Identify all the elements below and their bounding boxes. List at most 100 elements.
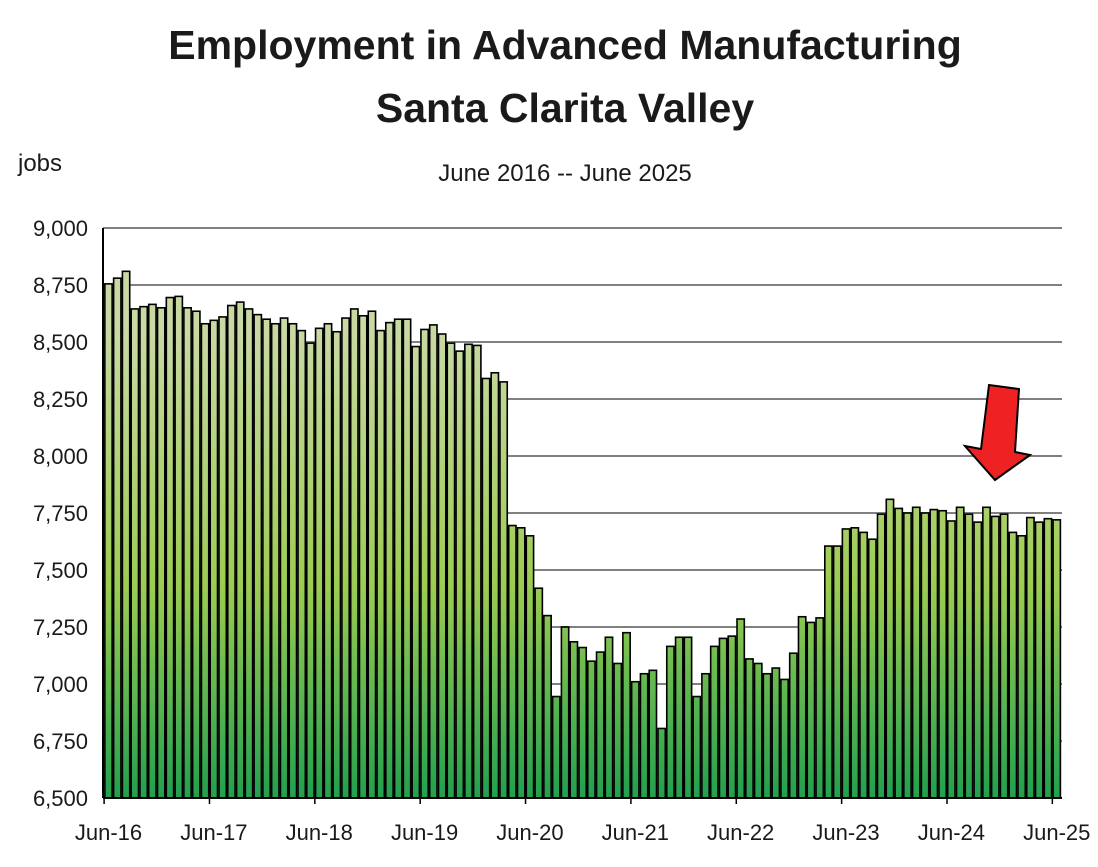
bar — [850, 527, 860, 799]
bar — [709, 645, 719, 799]
bar — [903, 512, 912, 799]
x-tick-label: Jun-18 — [286, 820, 353, 845]
bar — [209, 319, 219, 799]
bar — [999, 513, 1009, 799]
y-tick-label: 7,000 — [33, 672, 88, 697]
x-tick-label: Jun-17 — [180, 820, 247, 845]
bar — [964, 513, 974, 799]
y-tick-label: 8,000 — [33, 444, 88, 469]
bar — [727, 635, 737, 799]
bar — [121, 270, 131, 799]
bar — [270, 322, 280, 799]
bar — [780, 678, 790, 799]
bar — [490, 371, 500, 799]
bar — [226, 304, 236, 799]
bar — [385, 321, 394, 799]
bar — [455, 350, 465, 799]
bar — [604, 636, 614, 799]
bar — [630, 680, 640, 799]
bar — [332, 330, 342, 799]
x-tick-label: Jun-16 — [75, 820, 142, 845]
bar — [191, 310, 201, 799]
bar — [885, 498, 895, 799]
bar — [982, 506, 991, 799]
x-tick-label: Jun-25 — [1023, 820, 1090, 845]
bar — [595, 651, 605, 799]
bar — [314, 327, 324, 799]
x-tick-label: Jun-21 — [602, 820, 669, 845]
bar — [393, 318, 403, 799]
red-arrow-annotation — [962, 383, 1033, 482]
bar — [648, 669, 658, 799]
y-tick-label: 6,500 — [33, 786, 88, 811]
bar — [253, 313, 263, 799]
bar — [551, 695, 561, 799]
bar — [815, 617, 825, 799]
bar — [718, 637, 728, 799]
bar — [472, 344, 482, 799]
bar — [674, 636, 684, 799]
y-tick-label: 7,500 — [33, 558, 88, 583]
bar — [736, 618, 746, 799]
bar — [867, 538, 877, 799]
bar — [569, 641, 579, 799]
bar — [639, 672, 649, 799]
bar — [305, 342, 315, 799]
bar — [358, 314, 368, 799]
bar — [235, 301, 245, 799]
bar — [543, 614, 552, 799]
bar — [876, 513, 886, 799]
bar — [955, 506, 965, 799]
bar — [841, 528, 851, 799]
bar — [428, 324, 438, 799]
bar — [341, 317, 351, 799]
bar — [218, 316, 228, 799]
bar — [990, 515, 1000, 799]
bar — [586, 660, 596, 799]
bar — [323, 322, 333, 799]
bar — [771, 667, 781, 799]
chart-title-line2: Santa Clarita Valley — [375, 85, 755, 131]
bar — [297, 329, 307, 799]
y-tick-label: 8,750 — [33, 273, 88, 298]
bar — [437, 333, 447, 799]
chart-title: Employment in Advanced Manufacturing — [168, 22, 962, 68]
bar — [244, 308, 254, 799]
bar — [859, 531, 869, 799]
bar — [929, 508, 939, 799]
y-tick-label: 6,750 — [33, 729, 88, 754]
bar — [262, 318, 271, 799]
bar — [938, 509, 948, 799]
bar — [288, 322, 298, 799]
x-tick-label: Jun-20 — [496, 820, 563, 845]
y-tick-label: 7,750 — [33, 501, 88, 526]
bar — [560, 626, 570, 799]
bar — [788, 652, 798, 799]
bar — [797, 615, 807, 799]
bar — [832, 545, 842, 799]
bar — [411, 345, 421, 799]
x-tick-label: Jun-24 — [918, 820, 985, 845]
bar — [911, 506, 921, 799]
bar — [1025, 516, 1035, 799]
bar — [692, 695, 702, 799]
bar — [349, 308, 359, 799]
bar — [420, 328, 430, 799]
x-tick-label: Jun-19 — [391, 820, 458, 845]
bar — [665, 645, 675, 799]
chart-subtitle: June 2016 -- June 2025 — [438, 160, 692, 187]
bar — [402, 318, 412, 799]
bar — [183, 306, 192, 799]
y-tick-label: 7,250 — [33, 615, 88, 640]
bar — [1008, 531, 1018, 799]
bar — [894, 507, 904, 799]
bar — [525, 534, 535, 799]
bar — [464, 343, 473, 799]
x-tick-label: Jun-23 — [812, 820, 879, 845]
bar — [481, 377, 491, 799]
bar — [130, 308, 140, 799]
bar — [156, 306, 166, 799]
bar — [1052, 519, 1062, 799]
bar — [744, 658, 754, 799]
